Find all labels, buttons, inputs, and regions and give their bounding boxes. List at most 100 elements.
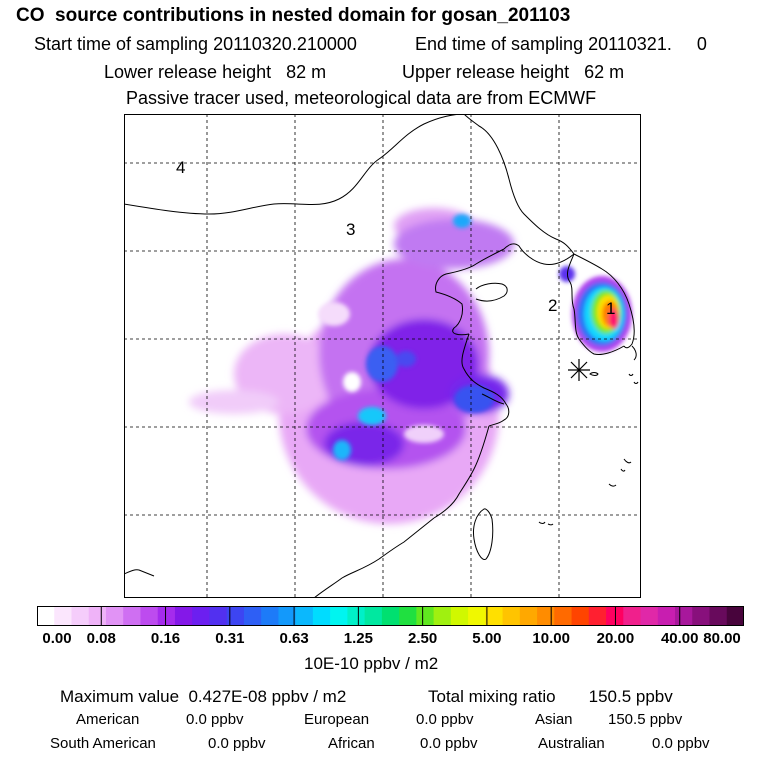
colorbar-tick-label: 5.00 [472, 630, 502, 647]
end-time-label: End time of sampling 20110321. 0 [415, 34, 707, 54]
colorbar-segment [312, 606, 331, 626]
colorbar-segment [88, 606, 107, 626]
contribution-name-american: American [76, 711, 140, 728]
coastline-yellow-sea [461, 333, 510, 427]
coastline-south-china [313, 517, 435, 598]
contribution-value-australian: 0.0 ppbv [652, 735, 710, 752]
colorbar-tick-label: 80.00 [703, 630, 741, 647]
field-white-gap-2 [318, 302, 350, 326]
coastline-shanghai [481, 393, 505, 405]
colorbar-tick-label: 20.00 [596, 630, 635, 647]
colorbar-segment [692, 606, 711, 626]
max-value-label: Maximum value 0.427E-08 ppbv / m2 [60, 687, 347, 706]
colorbar-segment [54, 606, 72, 626]
region-label-2: 2 [548, 296, 557, 315]
coastline-taiwan [473, 508, 494, 561]
coastline-jeju [589, 372, 599, 376]
colorbar-segment [157, 606, 176, 626]
contribution-name-african: African [328, 735, 375, 752]
region-label-4: 4 [176, 158, 185, 177]
colorbar-segment [399, 606, 417, 626]
contribution-value-south-american: 0.0 ppbv [208, 735, 266, 752]
field-blue-1 [366, 346, 398, 382]
colorbar-segment [519, 606, 538, 626]
colorbar-segment [192, 606, 210, 626]
colorbar-segment [243, 606, 262, 626]
total-mixing-ratio: Total mixing ratio 150.5 ppbv [428, 687, 673, 706]
field-korea-red [609, 309, 619, 329]
colorbar-tick-label: 2.50 [408, 630, 438, 647]
field-mid-north [394, 219, 514, 269]
contribution-name-european: European [304, 711, 370, 728]
contribution-value-european: 0.0 ppbv [416, 711, 474, 728]
lower-release-label: Lower release height 82 m [104, 62, 327, 82]
contribution-value-asian: 150.5 ppbv [608, 711, 683, 728]
field-cyan-1 [358, 407, 386, 425]
colorbar-segment [623, 606, 642, 626]
colorbar-tick-label: 0.16 [150, 630, 181, 647]
grid-lines [124, 114, 641, 598]
colorbar-segment [571, 606, 590, 626]
colorbar-tick-label: 0.63 [279, 630, 309, 647]
colorbar-segment [123, 606, 141, 626]
start-time-label: Start time of sampling 20110320.210000 [34, 34, 357, 54]
colorbar-segment [640, 606, 659, 626]
colorbar-segment [726, 606, 744, 626]
coastline-bohai [435, 248, 505, 336]
map-border [124, 114, 641, 598]
colorbar-segment [468, 606, 486, 626]
colorbar-segment [226, 606, 245, 626]
colorbar-segment [675, 606, 693, 626]
chart-title: CO source contributions in nested domain… [16, 5, 571, 26]
colorbar-segment [330, 606, 348, 626]
colorbar-tick-label: 0.31 [215, 630, 245, 647]
colorbar-tick-label: 40.00 [660, 630, 699, 647]
colorbar-segment [364, 606, 383, 626]
colorbar-border [37, 606, 744, 626]
tracer-note: Passive tracer used, meteorological data… [126, 88, 597, 108]
colorbar-segment [295, 606, 314, 626]
coastline-china-north-korea [503, 243, 575, 265]
coastline-shandong [475, 282, 508, 302]
field-cyan-2 [333, 440, 351, 460]
field-blue-3 [396, 351, 416, 367]
coastline-manchuria-border [463, 114, 575, 255]
upper-release-label: Upper release height 62 m [402, 62, 625, 82]
colorbar-units: 10E-10 ppbv / m2 [304, 654, 439, 673]
field-cyan-3 [453, 214, 471, 228]
colorbar-segment [709, 606, 728, 626]
field-light-tail [189, 390, 279, 414]
colorbar-segment [657, 606, 676, 626]
colorbar-tick-label: 0.00 [42, 630, 72, 647]
coastline-japan-kyushu [631, 345, 637, 361]
colorbar-segment [381, 606, 400, 626]
colorbar-segment [450, 606, 469, 626]
colorbar-segment [140, 606, 159, 626]
region-label-1: 1 [606, 299, 615, 318]
field-white-gap-1 [343, 372, 361, 392]
colorbar-segment [537, 606, 555, 626]
colorbar-segment [416, 606, 435, 626]
colorbar-segment [347, 606, 366, 626]
colorbar [37, 606, 744, 626]
colorbar-tick-label: 0.08 [86, 630, 116, 647]
map-plot: 4 3 2 1 [124, 114, 641, 598]
colorbar-segment [174, 606, 193, 626]
colorbar-tick-label: 1.25 [343, 630, 373, 647]
field-blue-2 [454, 385, 494, 413]
colorbar-tick-label: 10.00 [532, 630, 570, 647]
contribution-name-asian: Asian [535, 711, 573, 728]
colorbar-segment [71, 606, 90, 626]
colorbar-segment [261, 606, 279, 626]
field-white-gap-3 [404, 425, 444, 443]
contribution-value-american: 0.0 ppbv [186, 711, 244, 728]
region-label-3: 3 [346, 220, 355, 239]
contribution-name-australian: Australian [538, 735, 605, 752]
concentration-field [189, 208, 632, 524]
contribution-value-african: 0.0 ppbv [420, 735, 478, 752]
coastline-japan-islands [538, 373, 639, 526]
colorbar-segment [502, 606, 521, 626]
colorbar-segment [278, 606, 297, 626]
gosan-site-marker [568, 359, 590, 381]
coastlines [124, 114, 639, 598]
